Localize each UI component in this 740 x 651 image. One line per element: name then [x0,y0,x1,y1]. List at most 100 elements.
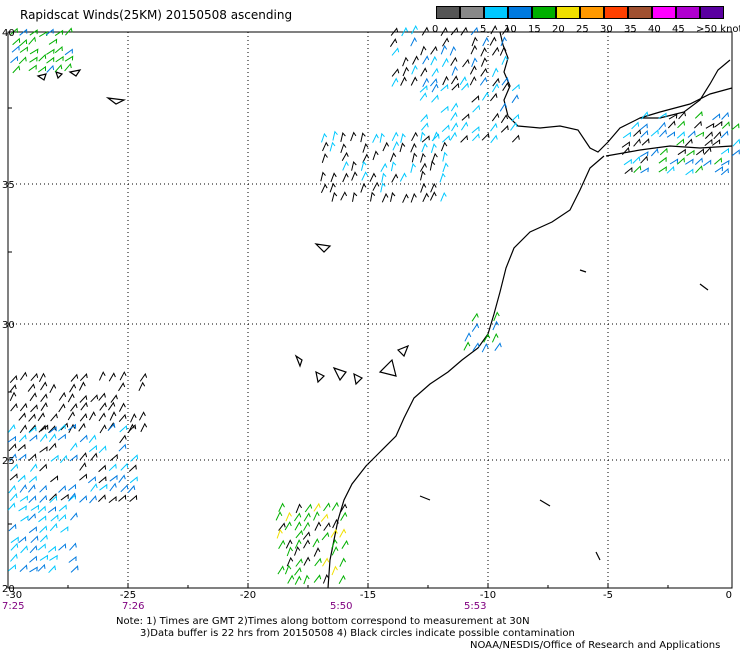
wind-barb [30,463,38,472]
wind-barb [323,502,331,512]
wind-barb [60,493,69,501]
latitude-label: 35 [2,180,15,191]
wind-barb [362,153,370,163]
wind-barb [39,525,48,533]
legend-swatch [484,6,508,19]
wind-barb [472,133,480,142]
wind-barb [79,473,88,481]
wind-barb [622,131,631,139]
wind-barb [632,156,641,164]
wind-barb [410,36,417,47]
wind-barb [118,494,127,502]
wind-barb [624,166,633,174]
wind-barb [695,131,705,138]
wind-barb [402,193,409,203]
wind-barb [7,502,16,511]
wind-barb [70,403,78,412]
wind-barb [312,538,320,548]
wind-barb [442,135,450,143]
wind-barb [430,182,437,193]
wind-barb [129,494,138,502]
legend-label: 20 [552,24,565,35]
wind-barb [440,83,449,92]
wind-barb [379,132,385,143]
longitude-label: -20 [240,590,256,601]
wind-barb [659,129,667,138]
wind-barb [46,48,55,55]
legend-label: 5 [480,24,487,35]
wind-barb [676,131,685,139]
wind-barb [461,113,470,121]
wind-barb [340,191,348,201]
wind-barb [9,473,18,481]
wind-barb [38,53,47,62]
wind-barb [58,391,67,401]
wind-barb [704,138,713,146]
wind-barb [471,312,479,322]
legend-label: 0 [432,24,439,35]
wind-barb [58,403,66,413]
wind-barb [391,47,400,56]
wind-barb [40,424,49,432]
wind-barb [382,141,390,152]
wind-barb [501,76,509,86]
wind-barb [119,434,127,444]
wind-barb [420,182,427,193]
wind-barb [331,191,338,202]
wind-barb [7,435,17,443]
wind-barb [714,166,724,173]
wind-barb [295,529,304,539]
wind-barb [686,149,695,157]
wind-barb [471,36,478,47]
wind-barb [313,547,321,557]
legend-label: 10 [504,24,517,35]
wind-barb [322,141,329,152]
wind-barb [471,126,480,134]
wind-barb [107,422,116,431]
wind-barb [391,131,399,142]
wind-barb [470,44,478,55]
wind-barb [712,139,721,146]
wind-barb [323,522,331,531]
wind-barb [17,443,26,452]
wind-barb [440,26,448,36]
wind-barb [640,129,649,138]
wind-barb [639,151,649,158]
wind-barb [339,557,347,567]
wind-barb [278,502,285,512]
wind-barb [9,453,17,462]
wind-barb [360,132,366,143]
wind-barb [494,342,502,351]
wind-barb [54,64,63,73]
wind-barb [331,501,339,511]
wind-barb [631,121,640,130]
wind-barb [286,556,294,567]
wind-barb [419,85,428,93]
legend-label: >50 knots [696,24,740,35]
wind-barb [332,518,339,529]
wind-barb [721,121,730,129]
wind-barb [621,146,630,156]
wind-barb [275,511,283,521]
wind-barb [419,92,428,101]
wind-barb [720,130,729,139]
wind-barb [130,454,139,462]
wind-barb [389,38,398,47]
wind-barb [120,484,129,493]
wind-barb [30,404,38,413]
wind-barb [421,135,430,143]
wind-barb [90,452,98,461]
latitude-label: 25 [2,456,15,467]
pass-time-label: 5:50 [330,601,352,612]
wind-barb [302,531,311,540]
wind-barb [430,78,438,87]
wind-barb [501,55,509,65]
wind-barbs [7,24,740,585]
wind-barb [483,333,491,343]
wind-barb [38,372,46,383]
wind-barb [422,55,430,65]
wind-barb [511,134,520,143]
wind-barb [480,67,488,77]
wind-barb [9,493,18,502]
wind-barb [17,474,26,483]
